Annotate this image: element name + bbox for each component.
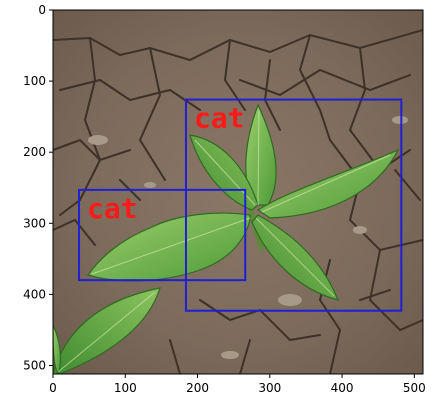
bounding-box-label: cat [194, 102, 245, 135]
photo [53, 10, 423, 374]
bounding-box [184, 98, 403, 312]
axes-frame [52, 9, 424, 375]
y-tick-label: 400 [23, 287, 46, 301]
x-tick-label: 500 [403, 381, 426, 395]
leaf-veins [57, 109, 391, 373]
y-tick-label: 300 [23, 216, 46, 230]
y-axis-ticks: 0 100 200 300 400 500 [23, 3, 53, 372]
y-tick-label: 200 [23, 145, 46, 159]
detection-boxes: cat cat [78, 98, 403, 312]
x-tick-label: 300 [258, 381, 281, 395]
x-tick-label: 100 [114, 381, 137, 395]
leaf-upper-left [189, 134, 259, 211]
y-tick-label: 500 [23, 358, 46, 372]
x-axis-ticks: 0 100 200 300 400 500 [49, 374, 426, 395]
y-tick-label: 0 [38, 3, 46, 17]
y-tick-label: 100 [23, 74, 46, 88]
bounding-box-label: cat [87, 192, 138, 225]
x-tick-label: 400 [331, 381, 354, 395]
leaf-top [245, 103, 277, 206]
x-tick-label: 0 [49, 381, 57, 395]
x-tick-label: 200 [186, 381, 209, 395]
soil-debris [88, 116, 408, 359]
bounding-box [78, 188, 247, 282]
